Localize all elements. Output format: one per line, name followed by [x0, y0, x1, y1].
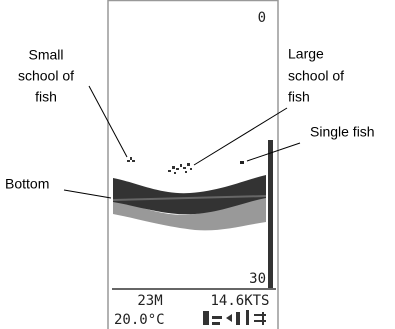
depth-bar [268, 140, 273, 288]
large-school-label: Large [288, 46, 324, 62]
depth-top: 0 [258, 10, 266, 26]
small-school-label: school of [18, 68, 74, 84]
temperature-reading: 20.0°C [114, 312, 165, 328]
single-fish-label: Single fish [310, 124, 375, 140]
speed-reading: 14.6KTS [210, 293, 269, 309]
diagram: 0 30 23M 14.6KTS 20.0°C Small school of … [0, 0, 395, 329]
depth-reading: 23M [137, 293, 162, 309]
leader-line [64, 190, 111, 198]
small-school-label: fish [35, 89, 57, 105]
bottom-label: Bottom [5, 176, 49, 192]
large-school-label: fish [288, 89, 310, 105]
large-school-label: school of [288, 68, 344, 84]
single-fish-mark [240, 161, 244, 164]
small-school-label: Small [28, 47, 63, 63]
depth-bottom: 30 [249, 271, 266, 287]
